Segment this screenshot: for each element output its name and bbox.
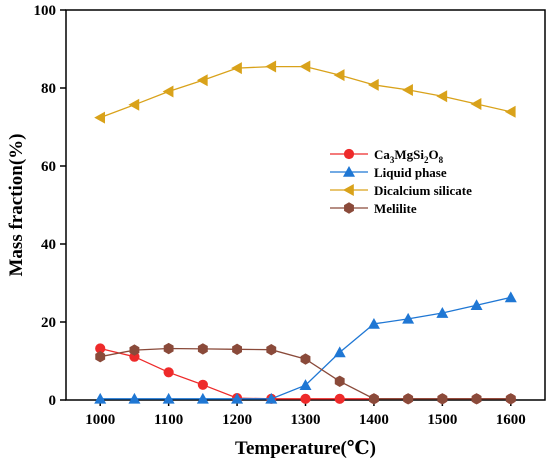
x-tick-label: 1100 <box>154 412 183 428</box>
y-tick-label: 20 <box>41 315 56 331</box>
data-point <box>436 307 449 318</box>
x-axis-title: Temperature(℃) <box>235 438 376 459</box>
x-tick-label: 1500 <box>427 412 457 428</box>
data-point <box>504 105 516 118</box>
data-point <box>95 351 106 363</box>
y-tick-label: 60 <box>41 159 56 175</box>
legend-item: Ca3MgSi2O8 <box>330 147 444 165</box>
data-point <box>334 375 345 387</box>
data-point <box>231 392 244 404</box>
data-point <box>266 343 277 356</box>
x-tick-label: 1200 <box>222 412 252 428</box>
data-point <box>470 299 483 311</box>
data-point <box>471 393 482 405</box>
data-point <box>470 97 482 110</box>
legend-item: Liquid phase <box>330 165 447 180</box>
data-point <box>504 291 517 303</box>
data-point <box>299 60 311 73</box>
data-point <box>162 85 174 98</box>
data-point <box>299 379 312 390</box>
legend-label: Liquid phase <box>374 165 447 180</box>
data-point <box>402 312 415 324</box>
legend-item: Dicalcium silicate <box>330 183 472 198</box>
data-point <box>196 74 208 87</box>
data-point <box>232 343 243 355</box>
data-point <box>128 392 141 404</box>
legend-marker <box>343 148 355 160</box>
y-tick-label: 0 <box>49 393 57 409</box>
data-point <box>197 379 208 390</box>
x-tick-label: 1400 <box>359 412 389 428</box>
series-ca3mgsi2o8 <box>95 343 516 404</box>
legend-label: Ca3MgSi2O8 <box>374 147 444 165</box>
data-point <box>437 393 448 405</box>
series-line <box>99 65 511 119</box>
data-point <box>163 342 174 355</box>
legend-marker <box>344 202 354 214</box>
data-point <box>436 90 448 103</box>
data-point <box>402 83 413 96</box>
series-layer <box>94 60 517 405</box>
legend-marker <box>343 184 354 196</box>
x-tick-label: 1600 <box>496 412 526 428</box>
series-melilite <box>95 342 516 405</box>
legend-marker <box>343 166 355 177</box>
data-point <box>95 343 106 354</box>
data-point <box>162 392 175 404</box>
y-tick-label: 100 <box>34 3 57 19</box>
y-axis-title: Mass fraction(%) <box>6 134 27 277</box>
series-dicalcium-silicate <box>94 60 516 124</box>
y-tick-label: 40 <box>41 237 56 253</box>
data-point <box>128 98 140 111</box>
data-point <box>403 393 414 405</box>
data-point <box>368 393 379 405</box>
data-point <box>265 60 277 73</box>
data-point <box>196 392 209 404</box>
data-point <box>505 393 516 405</box>
series-liquid-phase <box>94 291 517 404</box>
x-tick-label: 1000 <box>85 412 115 428</box>
data-point <box>265 392 278 404</box>
data-point <box>300 393 311 404</box>
data-point <box>367 78 379 91</box>
y-tick-label: 80 <box>41 81 56 97</box>
data-point <box>367 317 380 329</box>
data-point <box>333 346 346 358</box>
data-point <box>300 353 311 365</box>
data-point <box>231 62 242 75</box>
data-point <box>129 344 140 356</box>
legend-label: Dicalcium silicate <box>374 183 472 198</box>
data-point <box>94 392 107 404</box>
data-point <box>197 343 208 355</box>
data-point <box>333 69 345 82</box>
legend-label: Melilite <box>374 201 417 216</box>
data-point <box>163 367 174 378</box>
data-point <box>94 111 106 124</box>
data-point <box>334 393 345 404</box>
x-tick-label: 1300 <box>291 412 321 428</box>
legend-item: Melilite <box>330 201 417 216</box>
